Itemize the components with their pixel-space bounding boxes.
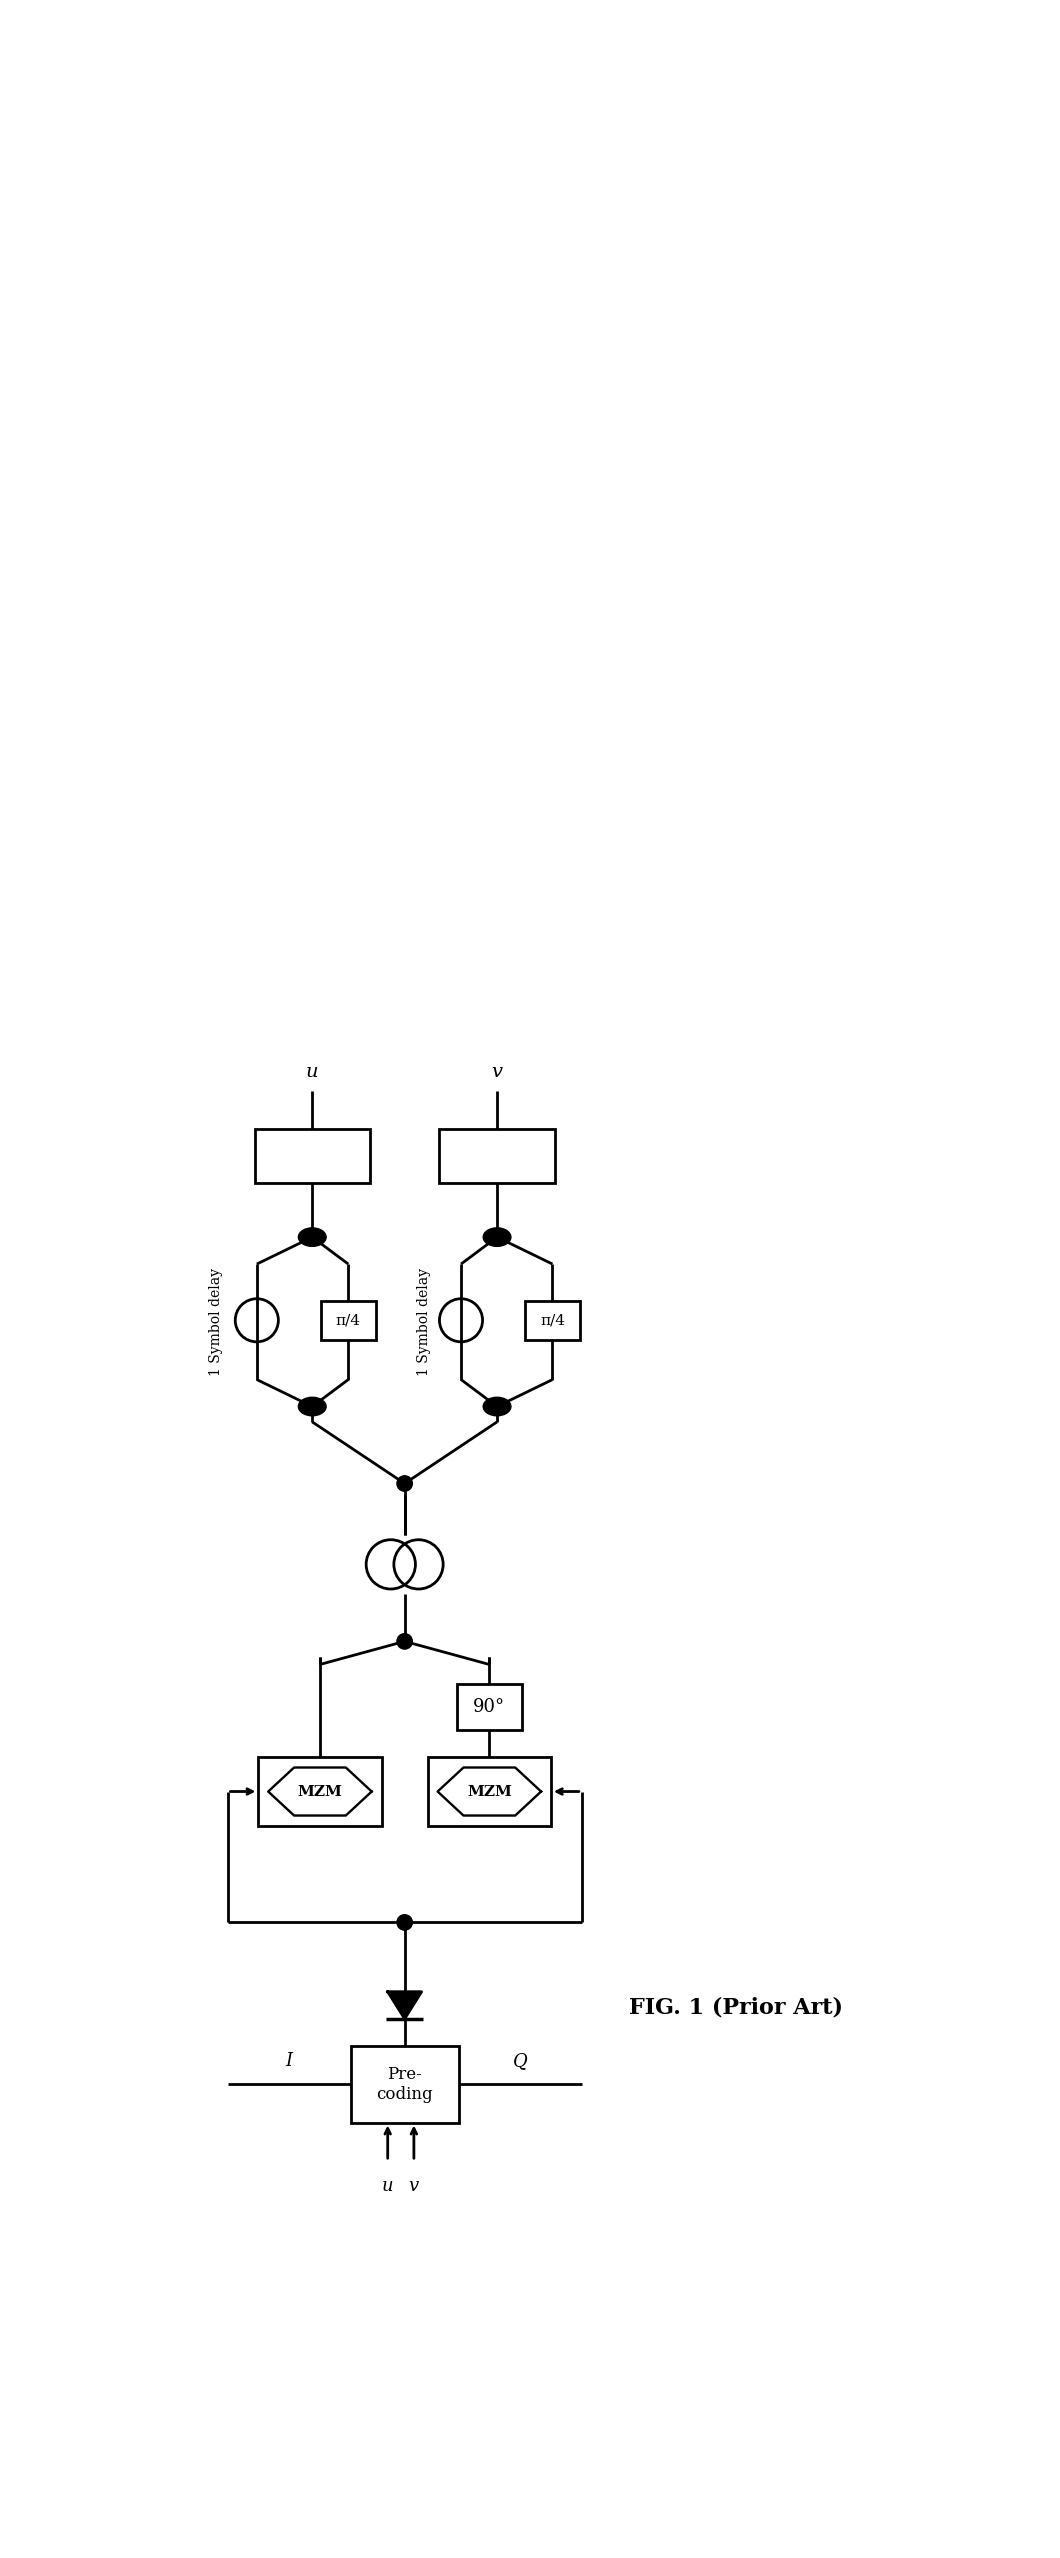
Circle shape: [396, 1916, 412, 1931]
Ellipse shape: [299, 1397, 326, 1415]
Ellipse shape: [299, 1228, 326, 1246]
Text: v: v: [409, 2177, 419, 2195]
Ellipse shape: [483, 1228, 511, 1246]
Text: u: u: [306, 1062, 318, 1079]
Bar: [457, 1683, 523, 1729]
Text: u: u: [382, 2177, 393, 2195]
Bar: [351, 2046, 459, 2123]
Bar: [428, 1757, 551, 1826]
Text: FIG. 1 (Prior Art): FIG. 1 (Prior Art): [629, 1995, 843, 2018]
Bar: [259, 1757, 382, 1826]
Text: coding: coding: [376, 2085, 432, 2103]
Text: 1 Symbol delay: 1 Symbol delay: [417, 1269, 431, 1376]
Text: 1 Symbol delay: 1 Symbol delay: [209, 1269, 223, 1376]
Text: π/4: π/4: [336, 1312, 360, 1328]
Text: Q: Q: [513, 2052, 528, 2069]
Text: MZM: MZM: [466, 1785, 512, 1798]
Text: 90°: 90°: [473, 1699, 506, 1716]
Bar: [439, 1128, 554, 1184]
Bar: [320, 1302, 376, 1340]
Bar: [254, 1128, 370, 1184]
Text: I: I: [285, 2052, 293, 2069]
Text: MZM: MZM: [298, 1785, 342, 1798]
Text: v: v: [492, 1062, 502, 1079]
Polygon shape: [388, 1993, 422, 2018]
Text: π/4: π/4: [540, 1312, 565, 1328]
Bar: [525, 1302, 580, 1340]
Ellipse shape: [483, 1397, 511, 1415]
Text: Pre-: Pre-: [387, 2067, 422, 2082]
Circle shape: [396, 1476, 412, 1491]
Circle shape: [396, 1635, 412, 1650]
